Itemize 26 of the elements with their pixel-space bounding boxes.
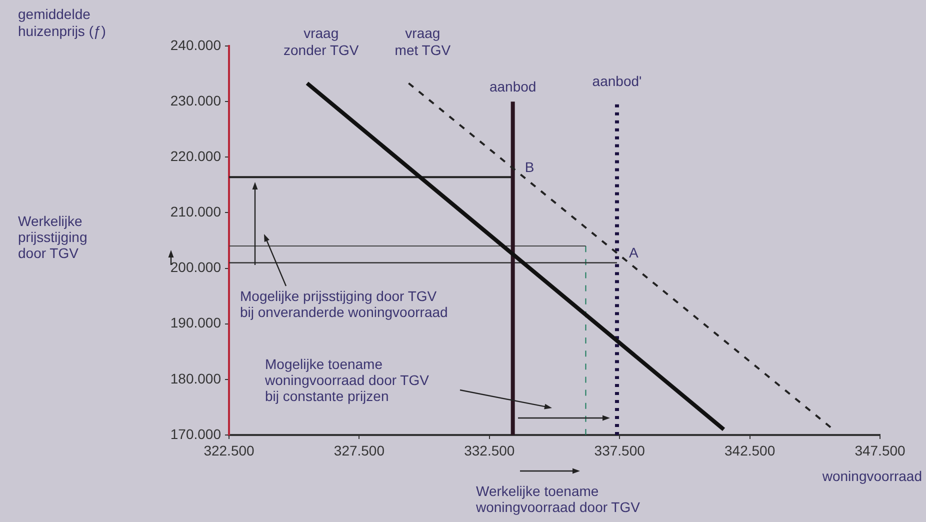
y-tick-label: 190.000 bbox=[170, 314, 222, 331]
x-tick-label: 332.500 bbox=[464, 442, 515, 458]
x-tick-label: 347.500 bbox=[854, 442, 906, 458]
annotation: Mogelijke prijsstijging door TGV bij onveranderde woningvoorraad bbox=[240, 288, 448, 320]
annotation: B bbox=[524, 159, 534, 176]
series-label: aanbod' bbox=[592, 73, 642, 90]
annotation: A bbox=[628, 244, 639, 261]
text: Werkelijke prijsstijging door TGV bbox=[18, 212, 88, 261]
text: vraag zonder TGV bbox=[284, 25, 360, 58]
y-tick-label: 180.000 bbox=[170, 370, 222, 386]
y-tick-label: 240.000 bbox=[170, 36, 222, 53]
y-axis-title: gemiddelde huizenprijs (ƒ) bbox=[18, 6, 106, 39]
x-tick-label: 327.500 bbox=[334, 442, 385, 458]
y-tick-label: 170.000 bbox=[170, 426, 222, 442]
series-label: aanbod bbox=[489, 78, 536, 94]
text: Werkelijke toename woningvoorraad door TGV bbox=[475, 482, 641, 515]
y-tick-label: 200.000 bbox=[170, 259, 222, 276]
x-tick-label: 342.500 bbox=[724, 442, 776, 458]
y-tick-label: 210.000 bbox=[170, 204, 222, 220]
y-tick-label: 230.000 bbox=[170, 92, 222, 108]
x-tick-label: 337.500 bbox=[594, 442, 646, 458]
x-tick-label: 322.500 bbox=[204, 442, 255, 458]
annotation: Mogelijke toename woningvoorraad door TGV bij constante prijzen bbox=[264, 356, 430, 404]
y-tick-label: 220.000 bbox=[170, 148, 222, 164]
x-axis-title: woningvoorraad bbox=[821, 468, 922, 484]
text: vraag met TGV bbox=[394, 25, 452, 58]
